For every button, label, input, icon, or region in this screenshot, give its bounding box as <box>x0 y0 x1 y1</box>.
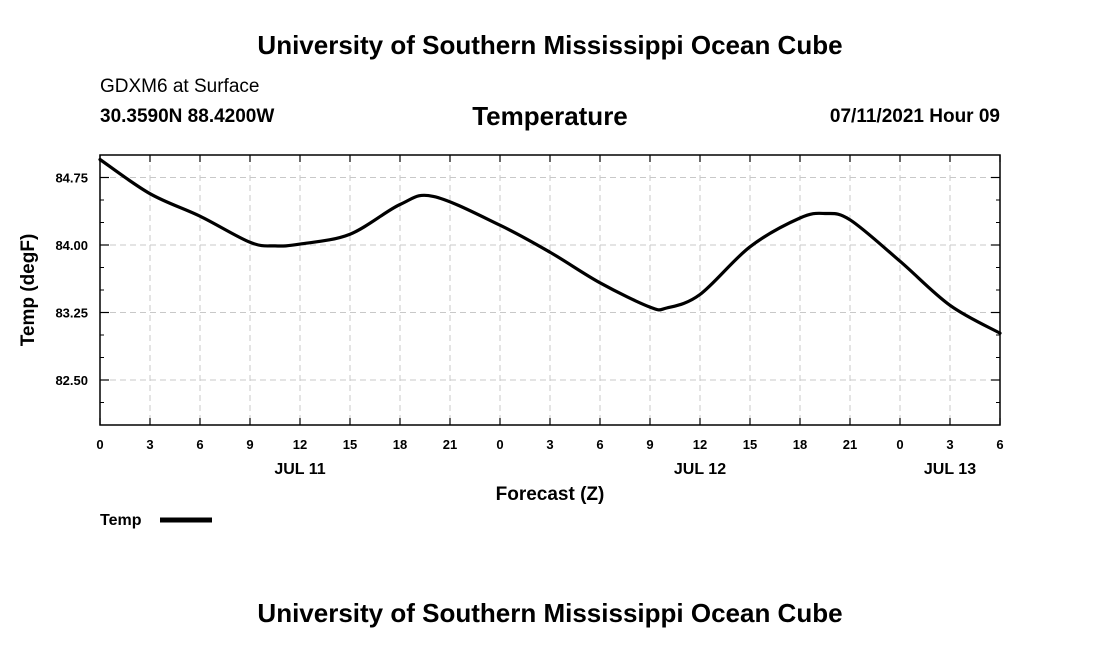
day-label: JUL 12 <box>674 461 726 478</box>
y-tick-label: 84.00 <box>55 238 88 253</box>
x-tick-label: 9 <box>246 437 253 452</box>
station-label: GDXM6 at Surface <box>100 76 260 97</box>
x-tick-label: 6 <box>996 437 1003 452</box>
x-tick-label: 12 <box>293 437 307 452</box>
x-tick-label: 12 <box>693 437 707 452</box>
y-tick-label: 83.25 <box>55 306 88 321</box>
y-tick-label: 84.75 <box>55 171 88 186</box>
coordinates-label: 30.3590N 88.4200W <box>100 106 275 127</box>
x-tick-label: 3 <box>946 437 953 452</box>
x-tick-label: 0 <box>496 437 503 452</box>
footer-title: University of Southern Mississippi Ocean… <box>257 598 843 628</box>
x-tick-label: 0 <box>896 437 903 452</box>
x-tick-label: 6 <box>596 437 603 452</box>
day-labels: JUL 11 JUL 12 JUL 13 <box>274 461 976 478</box>
x-axis-label: Forecast (Z) <box>496 484 605 505</box>
y-axis-ticks: 82.50 83.25 84.00 84.75 <box>55 171 1000 388</box>
grid-lines <box>100 155 1000 425</box>
legend-label: Temp <box>100 512 142 529</box>
day-label: JUL 13 <box>924 461 976 478</box>
datetime-label: 07/11/2021 Hour 09 <box>829 106 1000 127</box>
x-tick-label: 18 <box>793 437 807 452</box>
x-tick-label: 9 <box>646 437 653 452</box>
x-tick-label: 3 <box>546 437 553 452</box>
day-label: JUL 11 <box>274 461 325 478</box>
x-tick-label: 21 <box>443 437 457 452</box>
temp-series-line <box>98 157 1002 335</box>
y-tick-label: 82.50 <box>55 373 88 388</box>
y-axis-label: Temp (degF) <box>18 234 39 347</box>
x-tick-label: 21 <box>843 437 857 452</box>
chart-title: Temperature <box>472 101 628 131</box>
x-tick-label: 6 <box>196 437 203 452</box>
x-tick-label: 0 <box>96 437 103 452</box>
header-title: University of Southern Mississippi Ocean… <box>257 30 843 60</box>
x-tick-label: 3 <box>146 437 153 452</box>
x-tick-label: 15 <box>743 437 757 452</box>
x-tick-label: 15 <box>343 437 357 452</box>
plot-frame <box>99 154 1001 426</box>
x-tick-label: 18 <box>393 437 407 452</box>
